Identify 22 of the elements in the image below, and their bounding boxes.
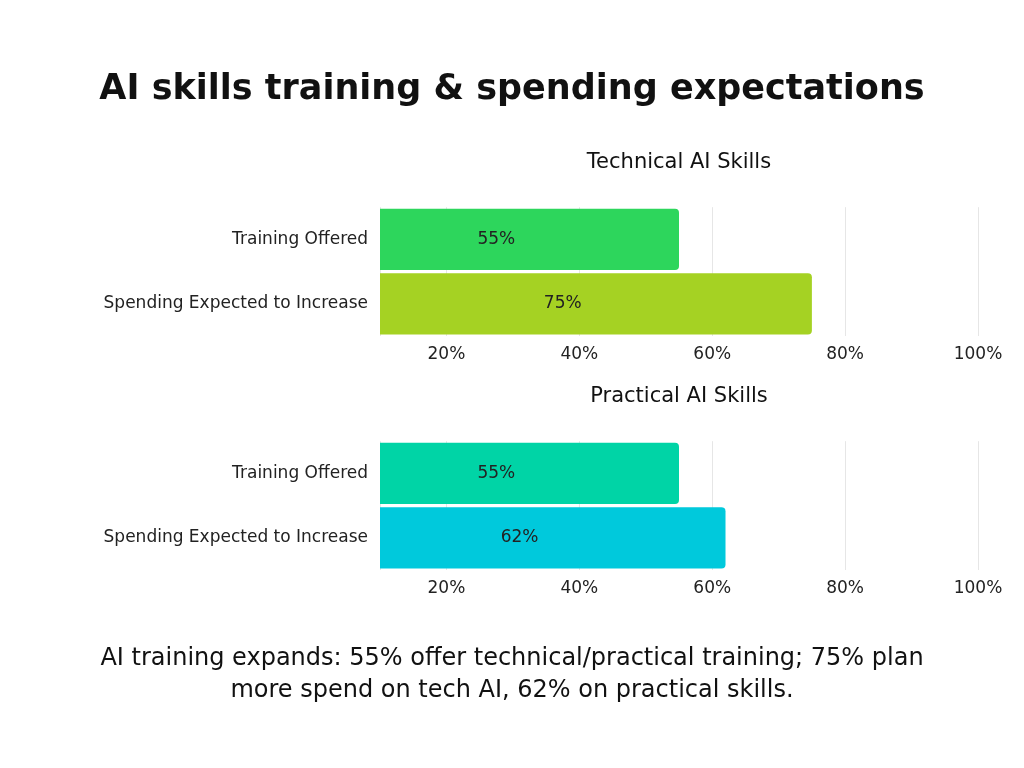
text: AI training expands: 55% offer technical/practical training; 75% plan more spend on tech AI, 62% on practical skills. — [99, 642, 925, 705]
x-tick-label: 100% — [953, 576, 1003, 597]
y-tick-label: Spending Expected to Increase — [103, 526, 368, 547]
data-label: 55% — [477, 461, 516, 482]
data-label: 62% — [500, 526, 539, 547]
x-tick-label: 40% — [560, 576, 599, 597]
chart-subtitle: Practical AI Skills — [589, 383, 769, 407]
x-tick-label: 40% — [560, 342, 599, 363]
y-tick-label: Training Offered — [231, 227, 368, 248]
x-tick-label: 20% — [427, 576, 466, 597]
x-tick-label: 60% — [693, 342, 732, 363]
x-tick-label: 80% — [826, 342, 865, 363]
chart-title: AI skills training & spending expectations — [98, 67, 926, 107]
x-tick-label: 80% — [826, 576, 865, 597]
data-label: 75% — [543, 292, 582, 313]
y-tick-label: Training Offered — [231, 461, 368, 482]
data-label: 55% — [477, 227, 516, 248]
x-tick-label: 20% — [427, 342, 466, 363]
y-tick-label: Spending Expected to Increase — [103, 292, 368, 313]
x-tick-label: 60% — [693, 576, 732, 597]
x-tick-label: 100% — [953, 342, 1003, 363]
chart-subtitle: Technical AI Skills — [585, 149, 773, 173]
